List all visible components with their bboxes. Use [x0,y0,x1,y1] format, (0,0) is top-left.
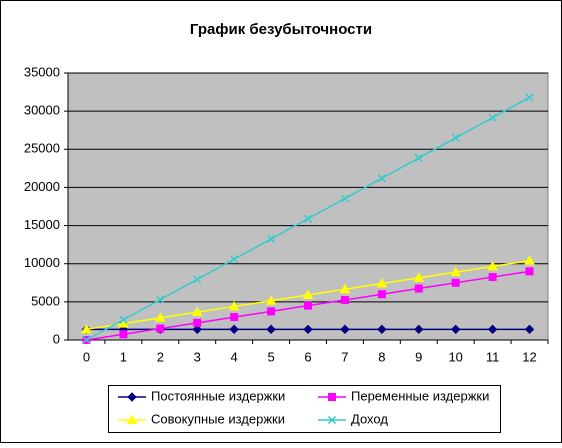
marker [230,255,239,264]
x-tick-label: 7 [341,349,348,364]
marker [119,330,128,339]
marker [126,414,138,424]
marker [339,283,351,294]
x-tick-label: 2 [157,349,164,364]
marker [229,324,239,335]
legend-label: Доход [351,411,388,426]
marker [303,324,313,335]
plot-area [67,72,549,341]
marker [487,260,498,271]
x-tick-label: 5 [267,349,274,364]
marker [525,93,534,102]
marker [82,335,91,345]
y-tick-label: 5000 [31,293,60,308]
marker [414,284,423,293]
x-tick-label: 3 [194,349,201,364]
marker [377,324,387,335]
marker [376,278,388,288]
marker [327,415,337,425]
marker [340,324,350,335]
marker [487,324,498,335]
marker [451,133,460,142]
y-tick-label: 25000 [24,141,60,156]
marker [81,323,92,334]
marker [193,275,202,284]
marker [524,255,535,265]
marker [414,324,424,335]
legend-label: Переменные издержки [351,388,489,403]
marker [228,300,240,311]
marker [156,295,165,304]
x-tick-label: 0 [83,349,90,364]
y-tick-label: 30000 [24,103,60,118]
marker [340,295,349,304]
x-tick-label: 11 [486,349,500,364]
marker [450,266,462,277]
legend-label: Постоянные издержки [151,388,285,403]
marker [450,324,461,335]
x-tick-label: 8 [378,349,385,364]
marker [304,301,312,310]
marker [340,194,349,203]
marker [414,154,423,163]
marker [266,324,276,335]
marker [377,174,386,183]
marker [488,273,497,282]
x-tick-label: 1 [120,349,127,364]
legend-label: Совокупные издержки [151,411,285,426]
y-tick-label: 0 [53,331,60,346]
marker [118,318,129,328]
x-tick-label: 10 [448,349,462,364]
marker [525,267,534,276]
marker [451,278,460,287]
x-tick-label: 4 [231,349,238,364]
marker [413,272,425,282]
marker [488,113,497,122]
marker [267,234,276,243]
marker [524,324,535,335]
marker [156,324,165,333]
marker [192,324,202,335]
marker [265,295,277,305]
y-tick-label: 35000 [24,64,60,79]
y-tick-label: 15000 [24,217,60,232]
x-tick-label: 12 [522,349,536,364]
marker [127,392,137,402]
x-tick-label: 9 [415,349,422,364]
marker [377,290,386,299]
x-tick-label: 6 [304,349,311,364]
y-tick-label: 20000 [24,179,60,194]
marker [119,315,128,324]
marker [191,306,203,317]
marker [302,289,314,299]
y-tick-label: 10000 [24,255,60,270]
marker [193,318,202,327]
marker [154,312,166,322]
marker [328,393,336,401]
marker [230,313,239,322]
marker [267,307,276,316]
legend [108,385,501,433]
marker [303,214,313,223]
chart-title: График безубыточности [190,21,372,38]
